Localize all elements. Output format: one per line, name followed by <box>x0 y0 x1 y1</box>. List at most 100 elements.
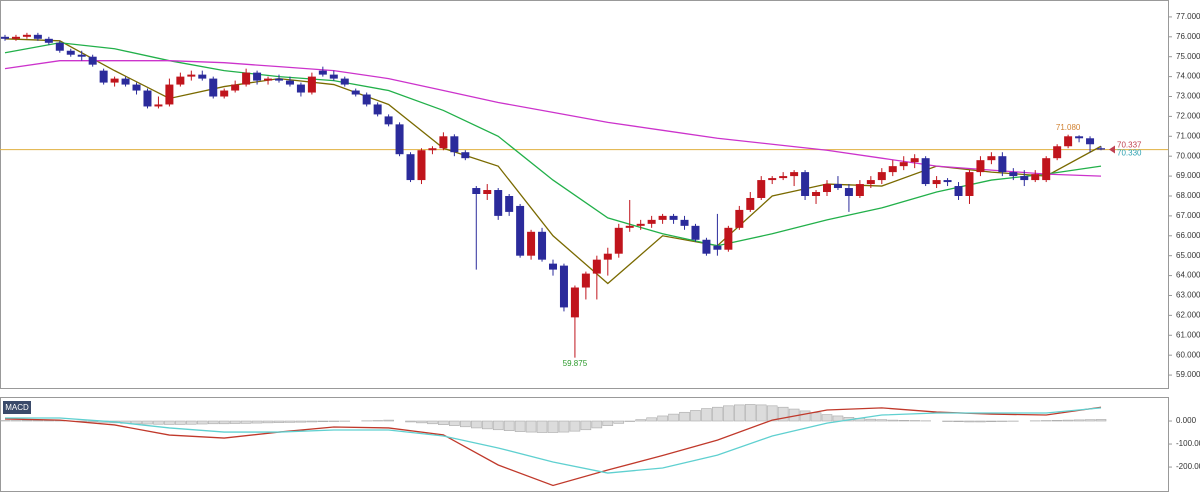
candle-body <box>735 209 744 228</box>
moving-line <box>4 60 1102 177</box>
histogram-bar <box>953 420 964 423</box>
histogram-bar <box>503 420 515 431</box>
candle-body <box>165 84 174 105</box>
price-annotation: 59.875 <box>563 359 588 368</box>
candle-body <box>242 72 251 85</box>
candle-body <box>812 192 821 196</box>
candle-body <box>1075 136 1084 139</box>
candle-body <box>625 225 634 228</box>
candle-body <box>1097 148 1105 150</box>
y-tick-label: 64.000 <box>1176 271 1200 280</box>
candle-body <box>713 245 722 250</box>
candle-body <box>154 104 163 107</box>
candle-body <box>99 70 108 83</box>
histogram-bar <box>777 406 789 422</box>
candle-body <box>1042 158 1051 181</box>
histogram-bar <box>251 420 263 424</box>
histogram-bar <box>679 411 690 422</box>
histogram-bar <box>460 420 471 428</box>
candle-body <box>329 74 338 79</box>
histogram-bar <box>876 419 888 422</box>
histogram-bar <box>712 406 723 422</box>
candle-body <box>472 188 481 194</box>
histogram-bar <box>186 420 197 425</box>
histogram-bar <box>481 420 493 430</box>
y-tick-label: 69.000 <box>1176 171 1200 180</box>
candle-body <box>680 219 689 226</box>
y-tick-label: 60.000 <box>1176 350 1200 359</box>
candle-body <box>833 184 842 189</box>
histogram-bar <box>525 420 537 433</box>
candle-body <box>231 84 240 91</box>
candle-body <box>527 231 536 256</box>
y-tick-label: 66.000 <box>1176 231 1200 240</box>
y-tick-label: 0.000 <box>1176 416 1197 425</box>
candle-body <box>877 172 886 181</box>
histogram-bar <box>405 420 416 423</box>
histogram-bar <box>657 415 668 422</box>
histogram-bar <box>734 404 745 422</box>
candle-body <box>209 78 218 97</box>
histogram-bar <box>229 420 241 424</box>
candle-body <box>636 223 645 226</box>
y-tick-label: -100.000 <box>1176 439 1200 448</box>
histogram-bar <box>635 419 646 422</box>
histogram-bar <box>744 404 756 422</box>
histogram-bar <box>32 420 44 422</box>
histogram-bar <box>602 420 614 426</box>
candle-body <box>866 180 875 185</box>
histogram-bar <box>196 420 208 425</box>
histogram-bar <box>416 420 427 424</box>
candle-body <box>899 162 908 167</box>
price-annotation: 71.080 <box>1056 123 1081 132</box>
price-annotation: 70.337 <box>1117 141 1142 150</box>
y-tick-label: 71.000 <box>1176 131 1200 140</box>
candle-body <box>932 180 941 185</box>
candle-body <box>66 50 75 55</box>
candle-body <box>121 78 130 85</box>
candle-body <box>428 148 437 151</box>
candle-body <box>198 74 207 79</box>
candle-body <box>11 36 20 39</box>
histogram-bar <box>317 420 329 423</box>
histogram-bar <box>273 420 285 423</box>
histogram-bar <box>470 420 482 429</box>
candle-body <box>1086 138 1095 145</box>
candle-body <box>253 72 262 81</box>
histogram-bar <box>153 420 164 425</box>
histogram-bar <box>646 417 657 422</box>
y-tick-label: 62.000 <box>1176 310 1200 319</box>
candle-body <box>790 172 799 177</box>
histogram-bar <box>207 420 219 425</box>
macd-label-box <box>3 401 31 414</box>
histogram-bar <box>21 420 33 422</box>
histogram-bar <box>1073 419 1085 422</box>
histogram-bar <box>986 420 997 423</box>
candle-body <box>538 231 547 260</box>
candle-body <box>110 78 119 83</box>
candle-body <box>987 156 996 161</box>
candle-body <box>307 76 316 93</box>
histogram-bar <box>1095 419 1107 422</box>
y-tick-label: 63.000 <box>1176 291 1200 300</box>
histogram-bar <box>383 419 394 422</box>
candle-body <box>1031 174 1040 181</box>
candle-body <box>351 90 360 95</box>
histogram-bar <box>690 410 701 422</box>
y-tick-label: 59.000 <box>1176 370 1200 379</box>
histogram-bar <box>755 404 767 422</box>
candle-body <box>362 94 371 105</box>
histogram-bar <box>887 419 899 422</box>
y-tick-label: 73.000 <box>1176 92 1200 101</box>
candle-body <box>998 156 1007 173</box>
candle-body <box>143 90 152 107</box>
histogram-bar <box>536 420 548 433</box>
candle-body <box>483 190 492 194</box>
candle-body <box>55 42 64 51</box>
candle-body <box>581 273 590 288</box>
histogram-bar <box>295 420 307 423</box>
candle-body <box>910 158 919 163</box>
candle-body <box>187 74 196 77</box>
candle-body <box>779 176 788 179</box>
histogram-bar <box>175 420 186 425</box>
